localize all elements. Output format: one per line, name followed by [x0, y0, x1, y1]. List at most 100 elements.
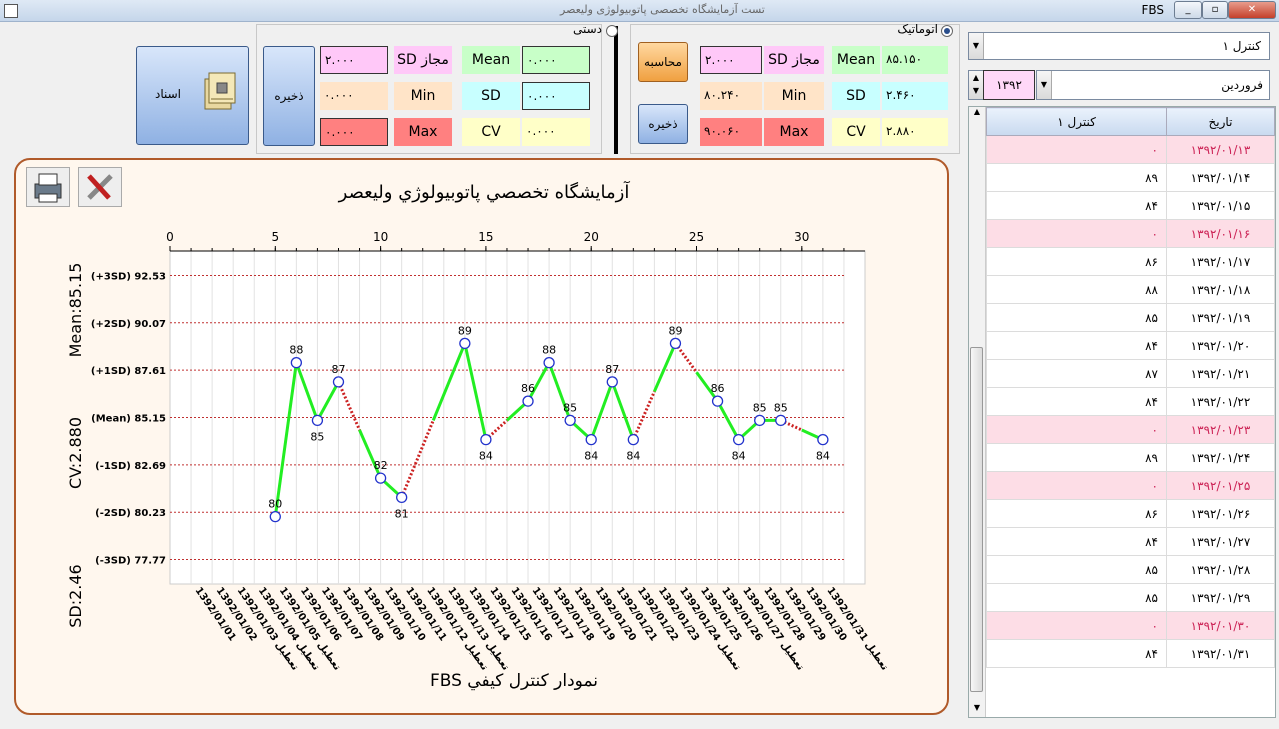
auto-min-input[interactable]: ۸۰.۲۴۰ — [700, 82, 762, 110]
cell-date[interactable]: ۱۳۹۲/۰۱/۲۴ — [1166, 443, 1275, 472]
cell-value[interactable]: ۸۹ — [986, 443, 1167, 472]
series-segment — [695, 371, 719, 403]
auto-max-input[interactable]: ۹۰.۰۶۰ — [700, 118, 762, 146]
table-row[interactable]: ۸۷ ۱۳۹۲/۰۱/۲۱ — [986, 359, 1275, 388]
cell-value[interactable]: ۸۵ — [986, 555, 1167, 584]
cell-value[interactable]: ۰ — [986, 219, 1167, 248]
cell-date[interactable]: ۱۳۹۲/۰۱/۳۱ — [1166, 639, 1275, 668]
manual-sd-allowed-input[interactable]: ۲.۰۰۰ — [320, 46, 388, 74]
maximize-icon[interactable]: ▫ — [1202, 1, 1228, 19]
auto-save-button[interactable]: ذخیره — [638, 104, 688, 144]
cell-date[interactable]: ۱۳۹۲/۰۱/۲۶ — [1166, 499, 1275, 528]
table-row[interactable]: ۸۹ ۱۳۹۲/۰۱/۱۴ — [986, 163, 1275, 192]
cell-value[interactable]: ۸۴ — [986, 387, 1167, 416]
year-input[interactable]: ۱۳۹۲ — [983, 70, 1035, 100]
column-header-date[interactable]: تاریخ — [1166, 107, 1275, 136]
auto-radio-label: اتوماتیک — [897, 22, 938, 36]
cell-value[interactable]: ۰ — [986, 471, 1167, 500]
print-icon[interactable] — [26, 167, 70, 207]
stat-label: Mean:85.15 — [66, 263, 85, 358]
spin-up-icon[interactable]: ▲ — [972, 73, 980, 82]
documents-button[interactable]: اسناد — [136, 46, 249, 145]
table-row[interactable]: ۰ ۱۳۹۲/۰۱/۱۳ — [986, 135, 1275, 164]
table-row[interactable]: ۰ ۱۳۹۲/۰۱/۲۵ — [986, 471, 1275, 500]
cell-value[interactable]: ۰ — [986, 135, 1167, 164]
cell-date[interactable]: ۱۳۹۲/۰۱/۱۹ — [1166, 303, 1275, 332]
cell-date[interactable]: ۱۳۹۲/۰۱/۱۵ — [1166, 191, 1275, 220]
manual-mean-input[interactable]: ۰.۰۰۰ — [522, 46, 590, 74]
calc-button[interactable]: محاسبه — [638, 42, 688, 82]
scroll-down-icon[interactable]: ▼ — [973, 703, 981, 712]
cell-value[interactable]: ۸۶ — [986, 499, 1167, 528]
cell-date[interactable]: ۱۳۹۲/۰۱/۱۸ — [1166, 275, 1275, 304]
cell-date[interactable]: ۱۳۹۲/۰۱/۲۹ — [1166, 583, 1275, 612]
table-row[interactable]: ۸۴ ۱۳۹۲/۰۱/۱۵ — [986, 191, 1275, 220]
vertical-scrollbar[interactable]: ▲ ▼ — [969, 107, 986, 717]
table-row[interactable]: ۸۵ ۱۳۹۲/۰۱/۲۸ — [986, 555, 1275, 584]
close-icon[interactable]: ✕ — [1228, 1, 1276, 19]
cell-value[interactable]: ۸۴ — [986, 639, 1167, 668]
manual-save-button[interactable]: ذخیره — [263, 46, 315, 146]
cell-value[interactable]: ۸۷ — [986, 359, 1167, 388]
auto-radio[interactable] — [941, 25, 953, 37]
cell-date[interactable]: ۱۳۹۲/۰۱/۲۷ — [1166, 527, 1275, 556]
app-icon[interactable] — [4, 4, 18, 18]
cell-date[interactable]: ۱۳۹۲/۰۱/۲۳ — [1166, 415, 1275, 444]
table-row[interactable]: ۸۵ ۱۳۹۲/۰۱/۲۹ — [986, 583, 1275, 612]
cell-date[interactable]: ۱۳۹۲/۰۱/۲۲ — [1166, 387, 1275, 416]
minimize-icon[interactable]: _ — [1174, 1, 1202, 19]
scroll-thumb[interactable] — [970, 347, 983, 692]
cell-value[interactable]: ۸۹ — [986, 163, 1167, 192]
auto-sd-input[interactable]: ۲.۴۶۰ — [882, 82, 948, 110]
cell-date[interactable]: ۱۳۹۲/۰۱/۲۵ — [1166, 471, 1275, 500]
table-row[interactable]: ۰ ۱۳۹۲/۰۱/۳۰ — [986, 611, 1275, 640]
control-line-label: (Mean) 85.15 — [91, 414, 166, 425]
cell-date[interactable]: ۱۳۹۲/۰۱/۲۸ — [1166, 555, 1275, 584]
scroll-up-icon[interactable]: ▲ — [973, 107, 981, 116]
tools-icon[interactable] — [78, 167, 122, 207]
cell-value[interactable]: ۰ — [986, 415, 1167, 444]
table-row[interactable]: ۸۴ ۱۳۹۲/۰۱/۲۷ — [986, 527, 1275, 556]
table-row[interactable]: ۸۴ ۱۳۹۲/۰۱/۲۰ — [986, 331, 1275, 360]
table-row[interactable]: ۸۹ ۱۳۹۲/۰۱/۲۴ — [986, 443, 1275, 472]
table-row[interactable]: ۸۴ ۱۳۹۲/۰۱/۳۱ — [986, 639, 1275, 668]
cell-date[interactable]: ۱۳۹۲/۰۱/۱۷ — [1166, 247, 1275, 276]
cell-date[interactable]: ۱۳۹۲/۰۱/۲۰ — [1166, 331, 1275, 360]
data-point — [311, 414, 324, 427]
cell-value[interactable]: ۸۴ — [986, 191, 1167, 220]
cell-date[interactable]: ۱۳۹۲/۰۱/۱۴ — [1166, 163, 1275, 192]
manual-min-input[interactable]: ۰.۰۰۰ — [320, 82, 388, 110]
control-select-value: کنترل ۱ — [1222, 39, 1261, 53]
month-select[interactable]: ▼ فروردین — [1036, 70, 1270, 100]
column-header-control[interactable]: کنترل ۱ — [986, 107, 1167, 136]
manual-radio[interactable] — [606, 25, 618, 37]
auto-mean-input[interactable]: ۸۵.۱۵۰ — [882, 46, 948, 74]
cell-value[interactable]: ۸۵ — [986, 583, 1167, 612]
table-row[interactable]: ۰ ۱۳۹۲/۰۱/۲۳ — [986, 415, 1275, 444]
manual-sd-input[interactable]: ۰.۰۰۰ — [522, 82, 590, 110]
year-spinner[interactable]: ▲ ▼ — [968, 70, 984, 100]
table-row[interactable]: ۸۴ ۱۳۹۲/۰۱/۲۲ — [986, 387, 1275, 416]
cell-value[interactable]: ۸۴ — [986, 331, 1167, 360]
auto-cv-input[interactable]: ۲.۸۸۰ — [882, 118, 948, 146]
cell-value[interactable]: ۸۴ — [986, 527, 1167, 556]
cell-date[interactable]: ۱۳۹۲/۰۱/۳۰ — [1166, 611, 1275, 640]
cell-value[interactable]: ۸۵ — [986, 303, 1167, 332]
cell-date[interactable]: ۱۳۹۲/۰۱/۱۳ — [1166, 135, 1275, 164]
cell-date[interactable]: ۱۳۹۲/۰۱/۲۱ — [1166, 359, 1275, 388]
manual-max-input[interactable]: ۰.۰۰۰ — [320, 118, 388, 146]
manual-sd-label: SD — [462, 82, 520, 110]
table-row[interactable]: ۸۶ ۱۳۹۲/۰۱/۲۶ — [986, 499, 1275, 528]
cell-value[interactable]: ۰ — [986, 611, 1167, 640]
spin-down-icon[interactable]: ▼ — [972, 86, 980, 95]
cell-value[interactable]: ۸۶ — [986, 247, 1167, 276]
table-row[interactable]: ۸۸ ۱۳۹۲/۰۱/۱۸ — [986, 275, 1275, 304]
cell-value[interactable]: ۸۸ — [986, 275, 1167, 304]
table-row[interactable]: ۰ ۱۳۹۲/۰۱/۱۶ — [986, 219, 1275, 248]
cell-date[interactable]: ۱۳۹۲/۰۱/۱۶ — [1166, 219, 1275, 248]
auto-sd-allowed-input[interactable]: ۲.۰۰۰ — [700, 46, 762, 74]
table-row[interactable]: ۸۶ ۱۳۹۲/۰۱/۱۷ — [986, 247, 1275, 276]
manual-cv-input[interactable]: ۰.۰۰۰ — [522, 118, 590, 146]
control-select[interactable]: ▼ کنترل ۱ — [968, 32, 1270, 60]
table-row[interactable]: ۸۵ ۱۳۹۲/۰۱/۱۹ — [986, 303, 1275, 332]
